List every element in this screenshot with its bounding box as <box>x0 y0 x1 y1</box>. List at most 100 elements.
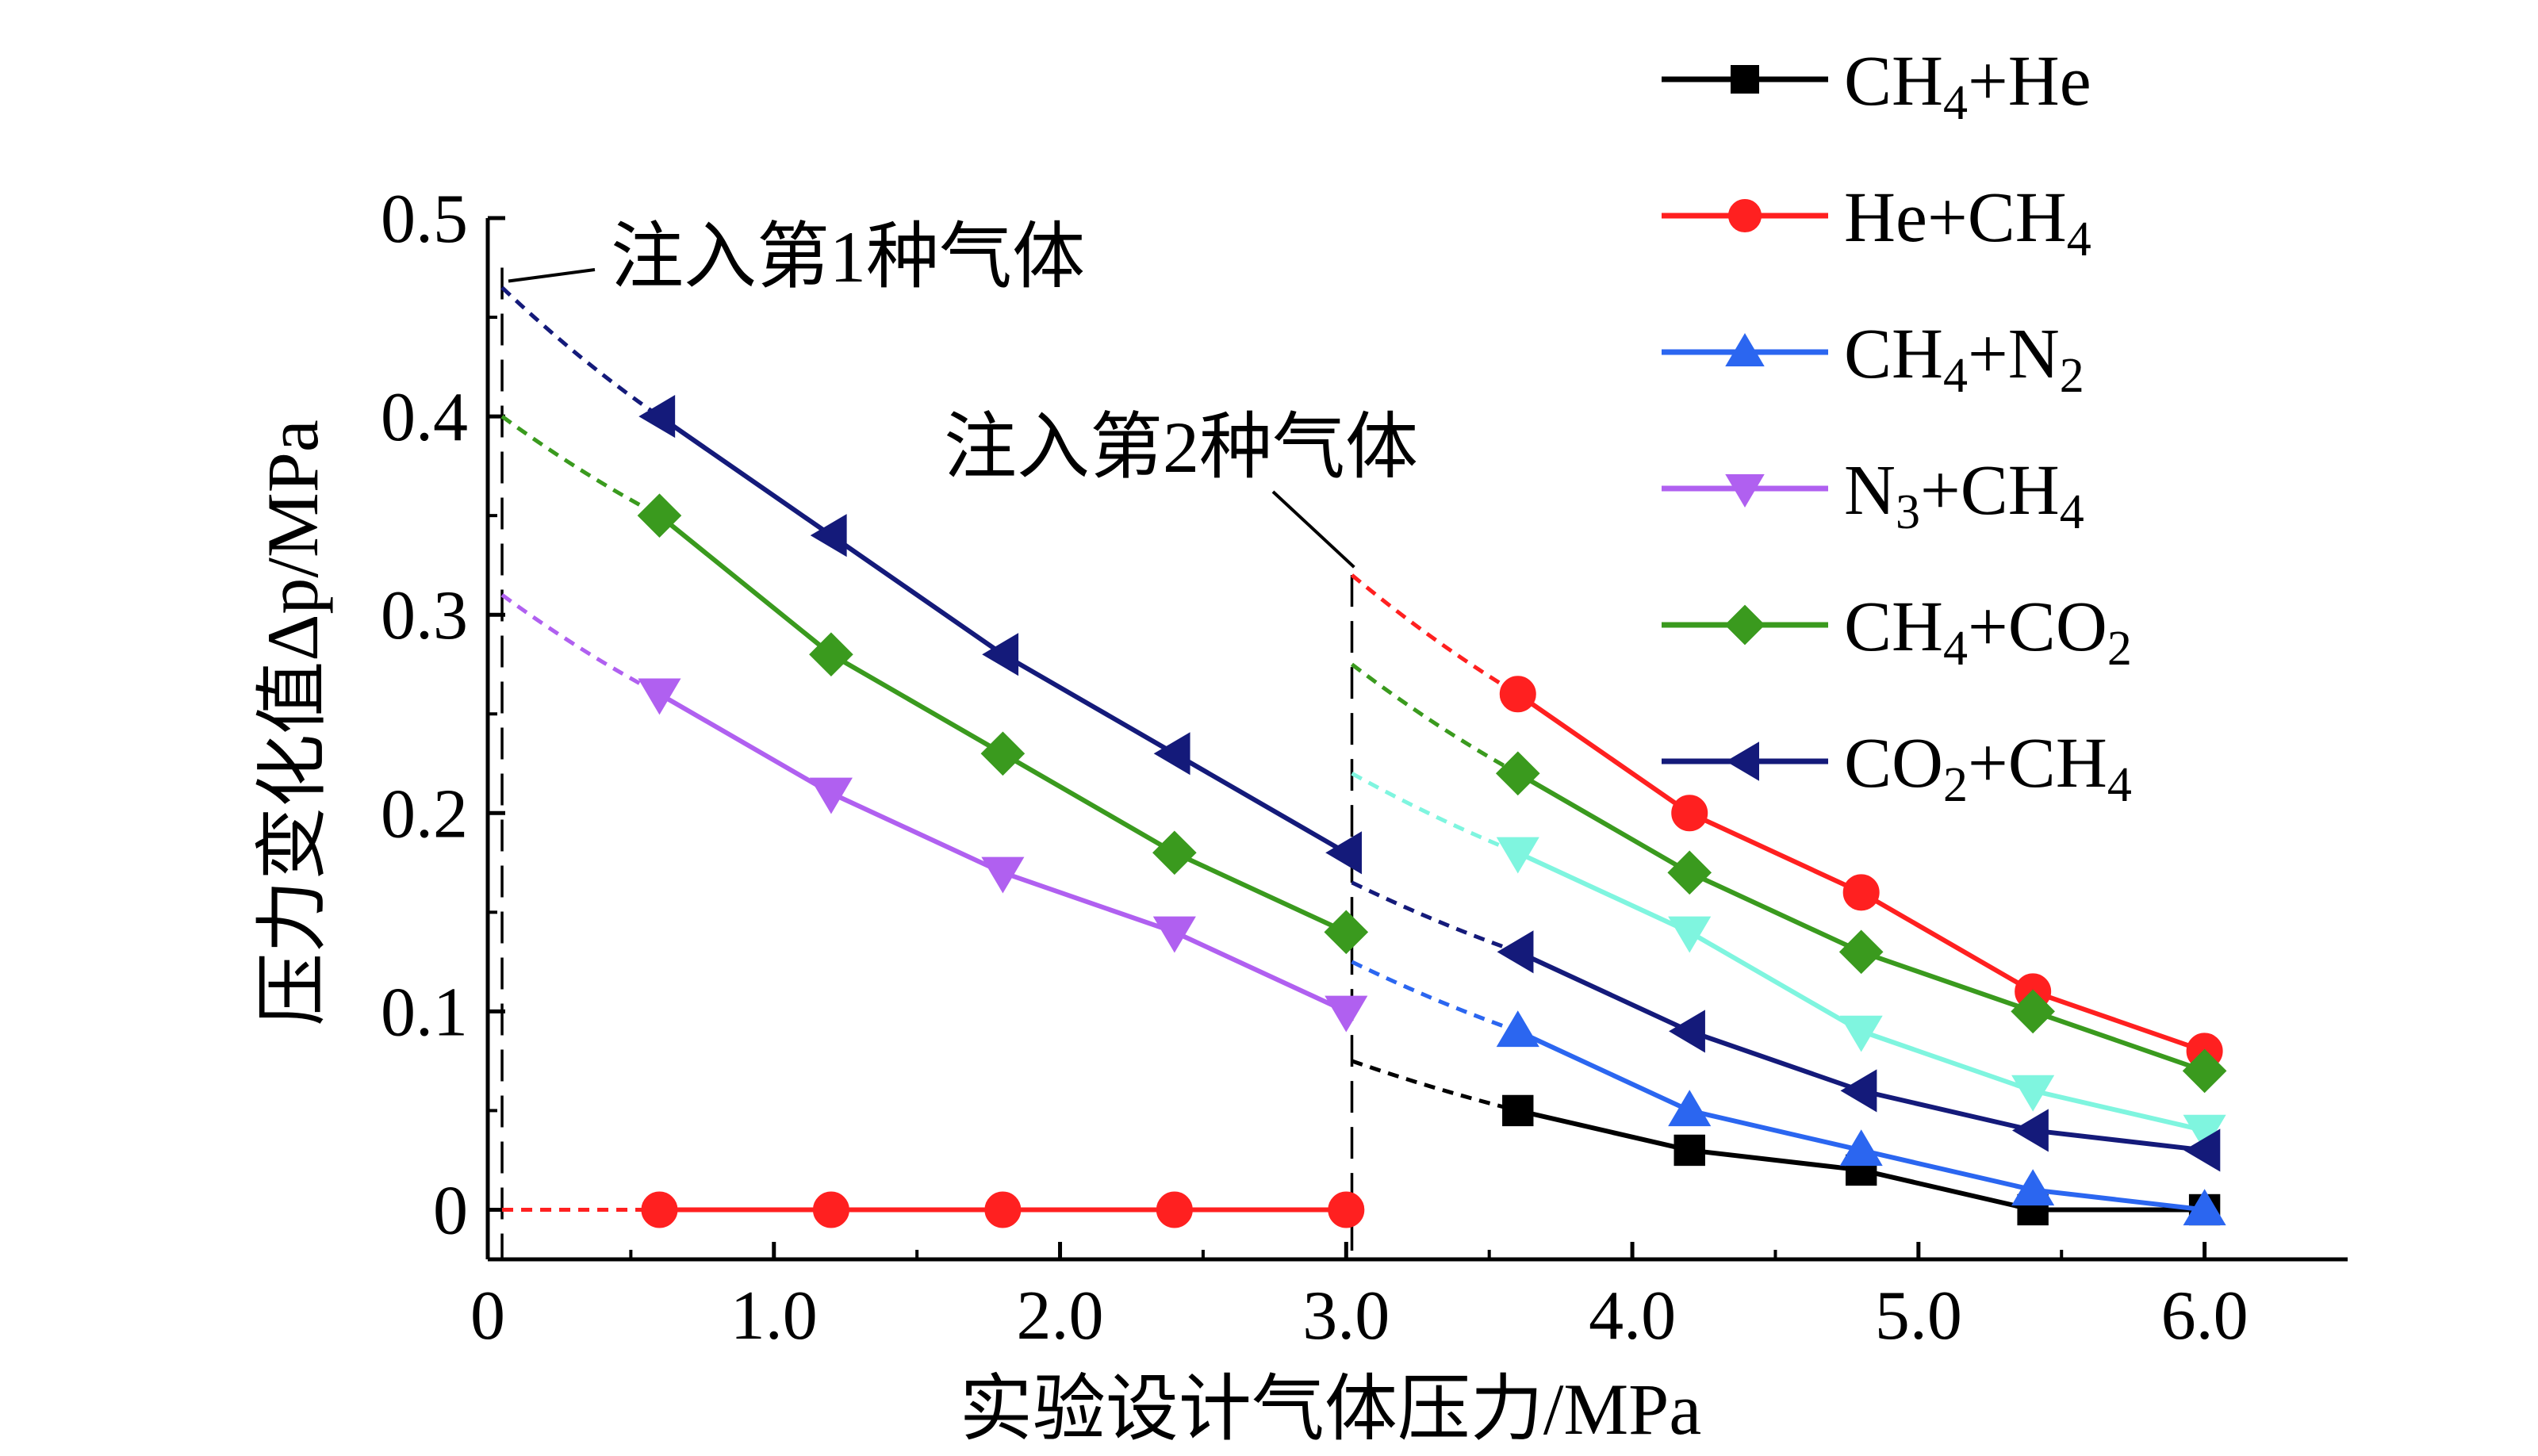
series-4-after-point <box>1667 850 1712 895</box>
legend-label-part: 4 <box>2067 213 2091 266</box>
legend-marker <box>1725 474 1765 508</box>
legend-label-part: He+CH <box>1844 178 2067 257</box>
series-3-after-point <box>2011 1075 2055 1112</box>
series-4-point <box>1324 910 1369 955</box>
extrapolation-line <box>1350 573 1520 696</box>
legend-label-part: CO <box>1844 724 1943 803</box>
legend-label: CO2+CH4 <box>1844 724 2132 812</box>
annotation-leader <box>1271 490 1355 569</box>
legend-marker <box>1726 741 1759 781</box>
legend-label-part: CH <box>1844 588 1943 666</box>
legend-label-part: 2 <box>2060 349 2084 403</box>
series-layer <box>500 285 2227 1228</box>
legend-label-part: 4 <box>1943 76 1968 130</box>
legend-label-part: 4 <box>1943 622 1968 676</box>
series-5 <box>500 285 2221 1172</box>
series-0-point <box>1502 1094 1534 1127</box>
legend-label: CH4+CO2 <box>1844 588 2132 676</box>
series-4-after-point <box>1495 751 1540 796</box>
x-axis-title: 实验设计气体压力/MPa <box>960 1369 1701 1450</box>
series-4-point <box>1152 830 1197 876</box>
annotation-second-gas: 注入第2种气体 <box>944 407 1418 488</box>
series-5-point <box>1153 732 1190 776</box>
series-5-point <box>810 514 847 557</box>
y-tick-label: 0.3 <box>381 577 468 654</box>
legend-entry: CH4+He <box>1662 42 2091 130</box>
legend-label: He+CH4 <box>1844 178 2091 266</box>
series-1-point <box>1328 1191 1365 1228</box>
x-tick-label: 1.0 <box>730 1278 818 1354</box>
legend-label: CH4+N2 <box>1844 315 2084 403</box>
series-5-after-point <box>1669 1010 1705 1053</box>
series-2-point <box>1839 1129 1883 1167</box>
series-3 <box>500 593 2226 1151</box>
extrapolation-line <box>1351 880 1519 954</box>
legend-label: CH4+He <box>1844 42 2091 130</box>
legend-label-part: 2 <box>2107 622 2132 676</box>
series-3-point <box>981 856 1025 894</box>
series-3-point <box>1325 995 1368 1033</box>
legend-label-part: +N <box>1968 315 2060 393</box>
legend-label-part: +CH <box>1920 451 2060 530</box>
y-tick-label: 0 <box>433 1172 468 1249</box>
x-tick-label: 6.0 <box>2161 1278 2249 1354</box>
legend-label-part: 2 <box>1943 758 1968 812</box>
series-1-point <box>812 1191 849 1228</box>
legend-entry: He+CH4 <box>1662 178 2091 266</box>
series-1-after-point <box>1671 795 1708 832</box>
extrapolation-line <box>1351 1059 1519 1113</box>
annotation-leader <box>508 268 596 283</box>
series-1-after-point <box>1842 874 1880 911</box>
axes: 0 1.0 2.0 3.0 4.0 5.0 6.0 0 0.1 0.2 0.3 0.4 0.5 实验设计气… <box>252 181 2348 1450</box>
legend-label-part: N <box>1844 451 1896 530</box>
y-tick-label: 0.1 <box>381 974 468 1051</box>
series-1 <box>502 573 2223 1228</box>
series-4 <box>500 415 2227 1094</box>
series-5-after-point <box>2183 1128 2221 1172</box>
legend-label-part: 4 <box>1943 349 1968 403</box>
x-tick-label: 3.0 <box>1302 1278 1390 1354</box>
series-5-point <box>1325 831 1363 875</box>
series-4-after-point <box>2182 1048 2227 1094</box>
legend-marker <box>1731 65 1759 94</box>
series-3-point <box>1152 916 1196 953</box>
annotation-first-gas: 注入第1种气体 <box>611 216 1085 297</box>
legend-label-part: +CH <box>1968 724 2107 803</box>
series-4-point <box>980 731 1026 776</box>
extrapolation-line <box>1351 772 1519 855</box>
legend-entry: CH4+N2 <box>1662 315 2084 403</box>
legend-label-part: +He <box>1968 42 2091 121</box>
legend-entry: CO2+CH4 <box>1662 724 2132 812</box>
series-2-point <box>1668 1090 1712 1127</box>
legend-entry: N3+CH4 <box>1662 451 2084 539</box>
y-tick-label: 0.4 <box>381 379 468 456</box>
x-tick-label: 0 <box>470 1278 505 1354</box>
legend-label-part: 4 <box>2060 485 2084 539</box>
x-tick-label: 2.0 <box>1017 1278 1104 1354</box>
series-2-point <box>2011 1169 2055 1206</box>
series-2-point <box>1496 1010 1539 1048</box>
y-tick-label: 0.2 <box>381 776 468 853</box>
series-0-point <box>1673 1134 1705 1167</box>
series-3-after-point <box>1496 837 1539 874</box>
extrapolation-line <box>500 593 661 696</box>
series-4-after-point <box>2011 989 2055 1034</box>
series-3-point <box>809 777 853 814</box>
x-tick-label: 4.0 <box>1589 1278 1676 1354</box>
y-axis-title: 压力变化值Δp/MPa <box>252 420 333 1026</box>
extrapolation-line <box>500 415 661 518</box>
series-4-point <box>637 493 682 538</box>
series-3-after-point <box>1668 916 1712 953</box>
series-5-after-point <box>1497 930 1534 974</box>
series-5-after-point <box>1840 1069 1877 1113</box>
legend-marker <box>1728 199 1762 232</box>
series-4-after-point <box>1838 929 1884 975</box>
extrapolation-line <box>500 285 661 419</box>
series-5-point <box>982 633 1019 676</box>
series-3-after-point <box>1839 1015 1883 1052</box>
legend-label-part: CH <box>1844 42 1943 121</box>
series-1-point <box>1156 1191 1193 1228</box>
